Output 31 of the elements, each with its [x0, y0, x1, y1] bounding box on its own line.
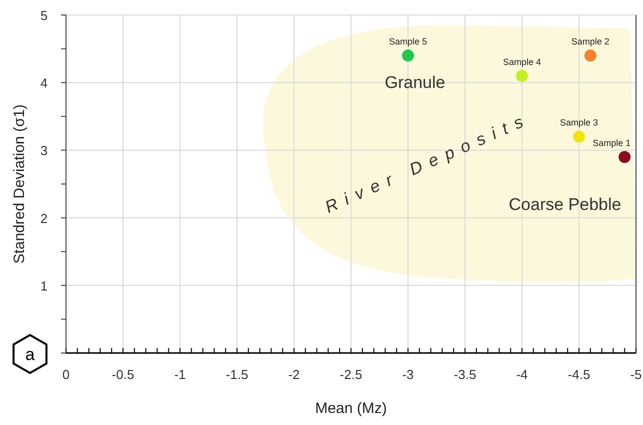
y-tick-label: 3 — [40, 143, 48, 158]
x-tick-label: -4.5 — [568, 367, 590, 382]
y-tick-label: 2 — [40, 210, 48, 226]
x-tick-label: -2.5 — [340, 367, 362, 382]
x-tick-label: -3 — [402, 367, 414, 382]
point — [516, 70, 528, 82]
x-axis-title: Mean (Mz) — [315, 400, 387, 417]
series-label: Sample 4 — [502, 56, 542, 67]
y-axis-title: Standred Deviation (σ1) — [11, 104, 28, 264]
series-label: Sample 2 — [571, 36, 610, 47]
annotation: Coarse Pebble — [508, 195, 622, 214]
text: a — [25, 345, 36, 364]
x-tick-label: -3.5 — [454, 367, 476, 382]
x-tick-label: -4 — [516, 367, 528, 382]
series-label: Sample 5 — [388, 36, 428, 47]
point — [402, 50, 414, 62]
y-tick-label: 5 — [40, 8, 48, 23]
series-label: Sample 1 — [592, 138, 631, 148]
x-tick-label: 0 — [62, 367, 70, 382]
y-tick-label: 4 — [40, 76, 48, 91]
annotation: Granule — [384, 73, 446, 92]
y-tick-label: 1 — [40, 278, 48, 294]
point — [618, 150, 631, 163]
x-tick-label: -1 — [174, 367, 186, 382]
x-tick-label: -0.5 — [112, 367, 134, 382]
x-tick-label: -1.5 — [226, 367, 248, 382]
point — [573, 130, 585, 143]
x-tick-label: -2 — [288, 367, 300, 382]
x-tick-label: -5 — [630, 367, 642, 382]
series-label: Sample 3 — [560, 118, 598, 128]
point — [584, 50, 596, 62]
